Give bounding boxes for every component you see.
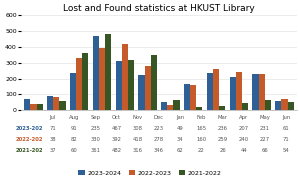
Bar [252, 74, 259, 110]
Bar [236, 72, 242, 110]
Legend: 2023-2024, 2022-2023, 2021-2022: 2023-2024, 2022-2023, 2021-2022 [76, 168, 224, 178]
Bar [76, 58, 82, 110]
Bar [275, 101, 281, 110]
Bar [31, 104, 37, 110]
Bar [122, 44, 128, 110]
Bar [219, 106, 225, 110]
Title: Lost and Found statistics at HKUST Library: Lost and Found statistics at HKUST Libra… [63, 4, 255, 13]
Bar [99, 48, 105, 110]
Bar [287, 102, 294, 110]
Bar [93, 36, 99, 110]
Bar [190, 85, 196, 110]
Bar [70, 73, 76, 110]
Bar [37, 104, 43, 110]
Bar [105, 34, 111, 110]
Bar [230, 78, 236, 110]
Bar [47, 96, 53, 110]
Bar [196, 107, 203, 110]
Bar [242, 103, 248, 110]
Bar [281, 99, 287, 110]
Bar [82, 53, 88, 110]
Bar [128, 60, 134, 110]
Bar [167, 105, 173, 110]
Bar [59, 101, 66, 110]
Bar [151, 55, 157, 110]
Bar [207, 73, 213, 110]
Bar [24, 99, 31, 110]
Bar [184, 84, 190, 110]
Bar [213, 69, 219, 110]
Bar [145, 66, 151, 110]
Bar [259, 74, 265, 110]
Bar [53, 97, 59, 110]
Bar [138, 75, 145, 110]
Bar [173, 100, 180, 110]
Bar [116, 61, 122, 110]
Bar [265, 100, 271, 110]
Bar [161, 102, 167, 110]
